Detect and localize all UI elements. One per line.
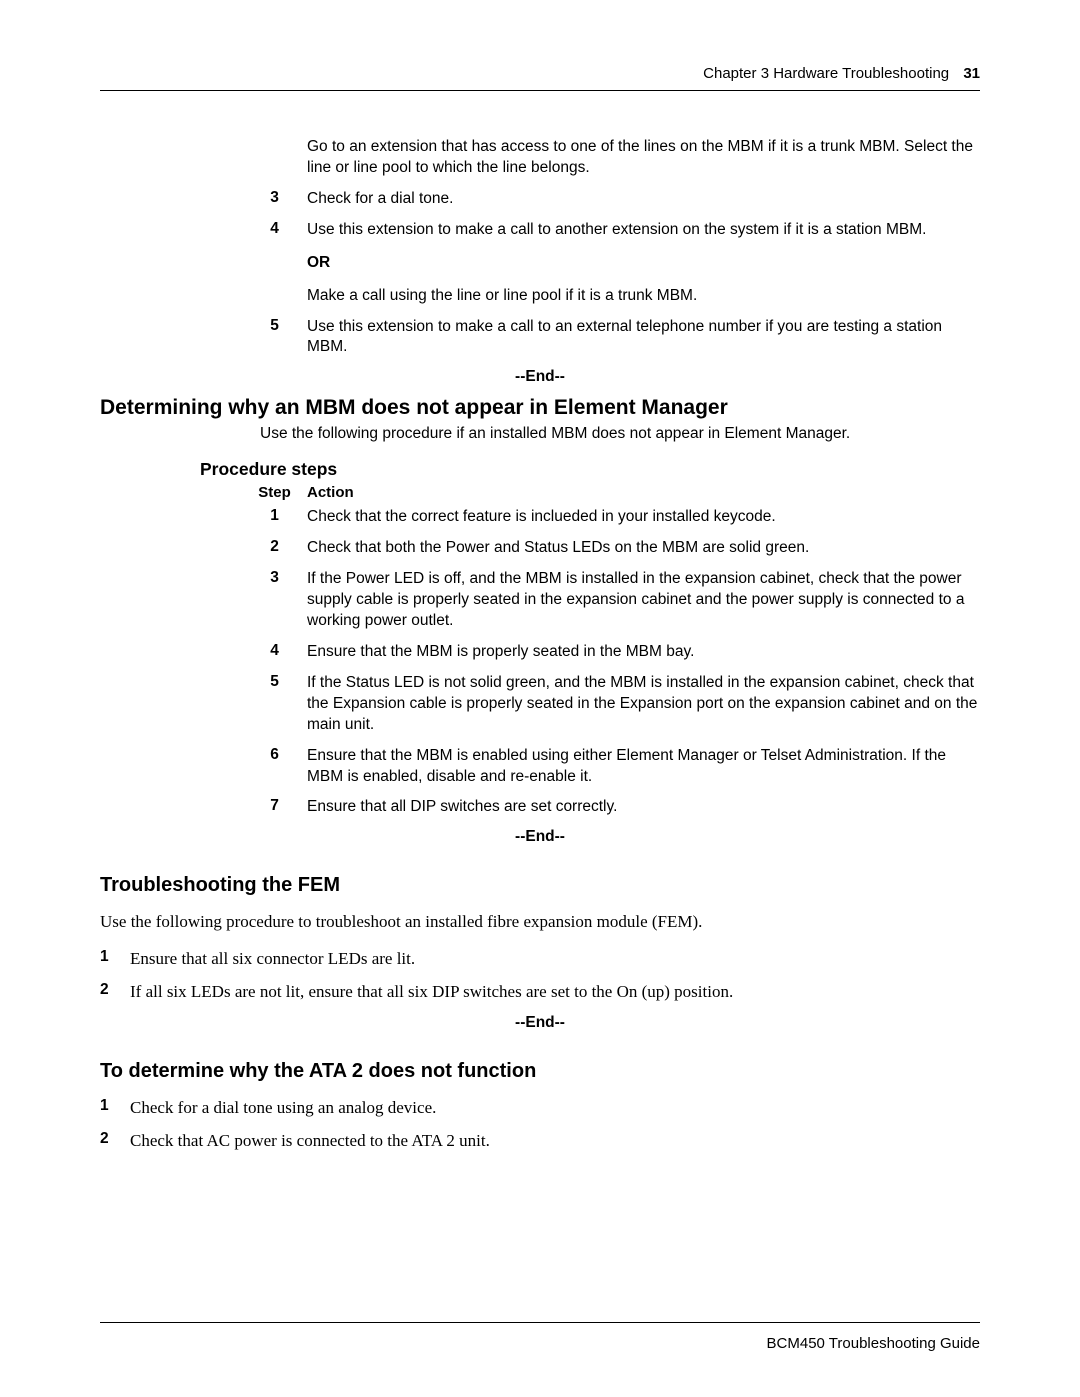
end-marker: --End-- xyxy=(100,1014,980,1032)
end-marker: --End-- xyxy=(100,828,980,846)
page-header: Chapter 3 Hardware Troubleshooting 31 xyxy=(100,65,980,82)
intro-paragraph: Go to an extension that has access to on… xyxy=(307,137,980,179)
step-number: 3 xyxy=(242,569,307,632)
step-row: 4 Ensure that the MBM is properly seated… xyxy=(242,642,980,663)
step-text: Use this extension to make a call to ano… xyxy=(307,220,980,241)
step-row: 5 Use this extension to make a call to a… xyxy=(242,317,980,359)
end-marker: --End-- xyxy=(100,368,980,386)
step-row: 3 If the Power LED is off, and the MBM i… xyxy=(242,569,980,632)
step-row: 1 Check that the correct feature is incl… xyxy=(242,507,980,528)
th-action: Action xyxy=(307,484,354,501)
step-number: 4 xyxy=(242,220,307,307)
heading-ata: To determine why the ATA 2 does not func… xyxy=(100,1060,980,1083)
step-row: 1 Check for a dial tone using an analog … xyxy=(100,1097,980,1120)
step-row: 6 Ensure that the MBM is enabled using e… xyxy=(242,746,980,788)
step-action: Check for a dial tone. xyxy=(307,189,980,210)
or-label: OR xyxy=(307,253,980,274)
page-content: Go to an extension that has access to on… xyxy=(100,137,980,1153)
heading-mbm: Determining why an MBM does not appear i… xyxy=(100,396,980,420)
chapter-label: Chapter 3 Hardware Troubleshooting xyxy=(703,65,949,82)
step-action: Ensure that all six connector LEDs are l… xyxy=(130,948,980,971)
step-number: 5 xyxy=(242,317,307,359)
step-action: Ensure that all DIP switches are set cor… xyxy=(307,797,980,818)
step-alt-text: Make a call using the line or line pool … xyxy=(307,286,980,307)
step-row: 7 Ensure that all DIP switches are set c… xyxy=(242,797,980,818)
page-number: 31 xyxy=(963,65,980,82)
procedure-steps-heading: Procedure steps xyxy=(200,459,980,480)
step-number: 1 xyxy=(242,507,307,528)
footer-rule xyxy=(100,1322,980,1323)
header-rule xyxy=(100,90,980,91)
footer-text: BCM450 Troubleshooting Guide xyxy=(100,1335,980,1352)
step-number: 2 xyxy=(100,981,130,1004)
step-number: 6 xyxy=(242,746,307,788)
mbm-intro: Use the following procedure if an instal… xyxy=(260,424,980,445)
fem-intro: Use the following procedure to troublesh… xyxy=(100,911,980,934)
step-action: If the Power LED is off, and the MBM is … xyxy=(307,569,980,632)
step-row: 1 Ensure that all six connector LEDs are… xyxy=(100,948,980,971)
step-action: If the Status LED is not solid green, an… xyxy=(307,673,980,736)
step-number: 2 xyxy=(100,1130,130,1153)
step-number: 5 xyxy=(242,673,307,736)
step-number: 2 xyxy=(242,538,307,559)
step-number: 7 xyxy=(242,797,307,818)
step-action: Use this extension to make a call to ano… xyxy=(307,220,980,307)
step-number: 1 xyxy=(100,1097,130,1120)
page-footer: BCM450 Troubleshooting Guide xyxy=(100,1322,980,1352)
step-number: 4 xyxy=(242,642,307,663)
step-row: 2 Check that AC power is connected to th… xyxy=(100,1130,980,1153)
step-action: If all six LEDs are not lit, ensure that… xyxy=(130,981,980,1004)
step-action: Check that the correct feature is inclue… xyxy=(307,507,980,528)
step-row: 2 If all six LEDs are not lit, ensure th… xyxy=(100,981,980,1004)
step-row: 4 Use this extension to make a call to a… xyxy=(242,220,980,307)
step-table-header: Step Action xyxy=(242,484,980,501)
heading-fem: Troubleshooting the FEM xyxy=(100,874,980,897)
step-row: 5 If the Status LED is not solid green, … xyxy=(242,673,980,736)
step-row: 3 Check for a dial tone. xyxy=(242,189,980,210)
step-action: Check that AC power is connected to the … xyxy=(130,1130,980,1153)
step-number: 1 xyxy=(100,948,130,971)
step-row: 2 Check that both the Power and Status L… xyxy=(242,538,980,559)
step-number: 3 xyxy=(242,189,307,210)
step-action: Ensure that the MBM is enabled using eit… xyxy=(307,746,980,788)
step-action: Check for a dial tone using an analog de… xyxy=(130,1097,980,1120)
step-action: Use this extension to make a call to an … xyxy=(307,317,980,359)
step-action: Ensure that the MBM is properly seated i… xyxy=(307,642,980,663)
step-action: Check that both the Power and Status LED… xyxy=(307,538,980,559)
th-step: Step xyxy=(242,484,307,501)
